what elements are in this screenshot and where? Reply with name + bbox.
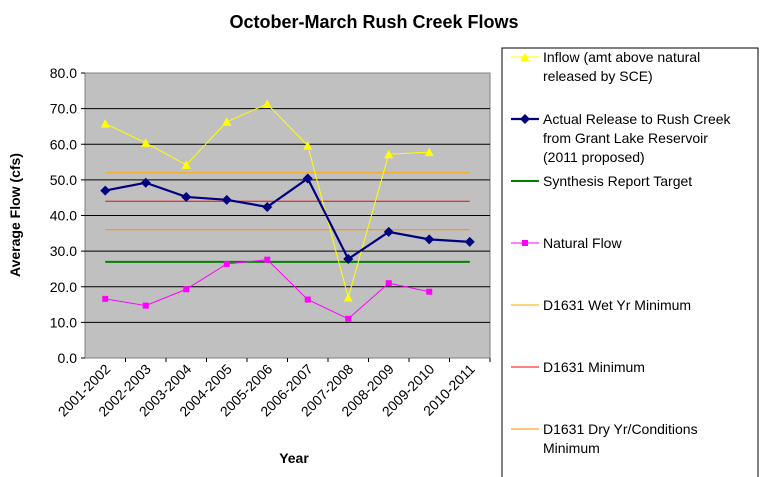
legend-label: D1631 Minimum (543, 359, 645, 375)
y-tick-label: 50.0 (50, 172, 77, 188)
y-axis-label: Average Flow (cfs) (7, 153, 23, 277)
data-point (221, 194, 232, 205)
legend-label: Actual Release to Rush Creek (543, 111, 732, 127)
data-point (304, 296, 311, 303)
y-tick-label: 40.0 (50, 208, 77, 224)
legend-label: Natural Flow (543, 235, 622, 251)
data-point (141, 138, 151, 147)
legend-label: D1631 Wet Yr Minimum (543, 297, 691, 313)
legend-label: released by SCE) (543, 68, 653, 84)
data-point (424, 147, 434, 157)
y-tick-label: 80.0 (50, 65, 77, 81)
data-point (223, 260, 230, 267)
data-point (100, 185, 111, 196)
data-point (383, 226, 394, 237)
legend-label: (2011 proposed) (543, 149, 645, 165)
data-point (142, 302, 149, 309)
y-tick-label: 20.0 (50, 279, 77, 295)
legend-box (501, 47, 759, 477)
chart-title: October-March Rush Creek Flows (229, 12, 518, 32)
legend-label: Synthesis Report Target (543, 173, 692, 189)
data-point (464, 236, 475, 247)
data-point (100, 119, 110, 128)
legend-label: Minimum (543, 440, 600, 456)
legend-swatch-marker (520, 52, 530, 61)
data-point (181, 160, 191, 169)
data-point (302, 173, 313, 184)
legend-label: from Grant Lake Reservoir (543, 130, 708, 146)
data-point (262, 201, 273, 212)
legend-label: D1631 Dry Yr/Conditions (543, 421, 698, 437)
y-axis-ticks: 0.0 10.0 20.0 30.0 40.0 50.0 60.0 70.0 80.0 (50, 65, 85, 366)
data-point (385, 280, 392, 287)
series-3 (102, 256, 433, 322)
series-1 (100, 173, 475, 264)
data-point (303, 141, 313, 150)
y-tick-label: 10.0 (50, 314, 77, 330)
data-point (183, 286, 190, 293)
y-tick-label: 0.0 (58, 350, 78, 366)
y-tick-label: 30.0 (50, 243, 77, 259)
series-0 (100, 99, 434, 302)
data-point (264, 256, 271, 263)
gridlines (85, 108, 490, 323)
data-point (181, 191, 192, 202)
x-axis-label: Year (279, 450, 309, 466)
series-line (105, 176, 470, 261)
data-point (262, 99, 272, 108)
legend-swatch-marker (522, 240, 528, 246)
data-point (384, 149, 394, 159)
x-axis-ticks: 2001-20022002-20032003-20042004-20052005… (55, 358, 491, 419)
legend: Inflow (amt above natural released by SCE… (511, 49, 732, 456)
data-point (424, 234, 435, 245)
legend-swatch-marker (520, 114, 530, 124)
data-point (343, 292, 353, 302)
series-lines (100, 99, 475, 322)
data-point (343, 253, 354, 264)
y-tick-label: 60.0 (50, 136, 77, 152)
data-point (222, 117, 232, 126)
y-tick-label: 70.0 (50, 101, 77, 117)
data-point (345, 315, 352, 322)
data-point (102, 295, 109, 302)
data-point (426, 288, 433, 295)
legend-label: Inflow (amt above natural (543, 49, 700, 65)
data-point (140, 177, 151, 188)
